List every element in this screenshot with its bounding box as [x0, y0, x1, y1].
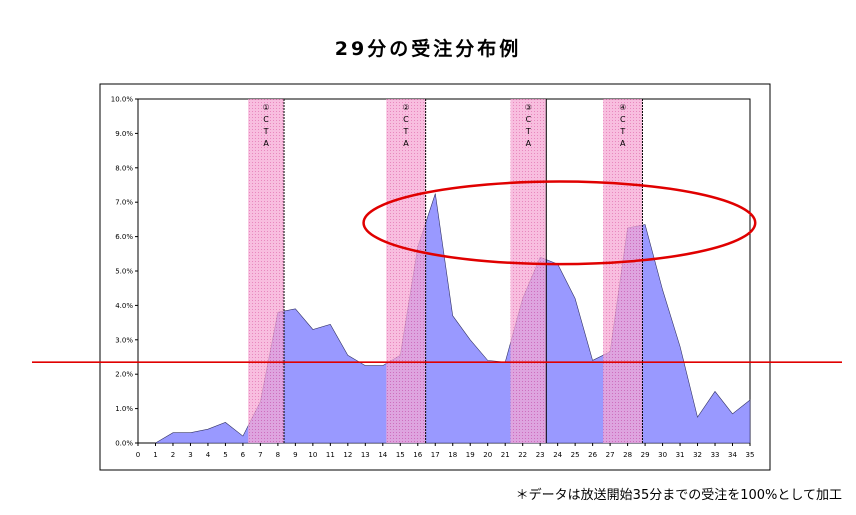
x-tick-label: 26	[588, 451, 597, 459]
cta-band-3	[510, 99, 547, 443]
x-tick-label: 1	[153, 451, 157, 459]
cta-band-letter-4-1: C	[620, 115, 626, 124]
x-tick-label: 34	[728, 451, 737, 459]
x-tick-label: 19	[466, 451, 475, 459]
cta-band-number-4: ④	[619, 103, 626, 112]
y-tick-label: 0.0%	[115, 440, 133, 448]
y-axis: 0.0% 1.0% 2.0% 3.0% 4.0% 5.0% 6.0% 7.0% 8.0% 9.0%…	[111, 96, 138, 448]
x-tick-label: 21	[501, 451, 510, 459]
cta-band-4	[603, 99, 643, 443]
x-tick-label: 32	[693, 451, 702, 459]
cta-band-number-1: ①	[262, 103, 269, 112]
y-tick-label: 9.0%	[115, 130, 133, 138]
y-tick-label: 7.0%	[115, 199, 133, 207]
cta-band-letter-3-2: T	[525, 127, 531, 136]
x-tick-label: 0	[136, 451, 140, 459]
x-tick-label: 25	[571, 451, 580, 459]
cta-band-letter-2-2: T	[403, 127, 409, 136]
x-tick-label: 27	[606, 451, 615, 459]
cta-band-1	[248, 99, 285, 443]
x-tick-label: 13	[361, 451, 370, 459]
cta-band-letter-3-3: A	[526, 139, 532, 148]
y-tick-label: 8.0%	[115, 164, 133, 172]
x-tick-label: 22	[518, 451, 527, 459]
x-tick-label: 20	[483, 451, 492, 459]
x-tick-label: 9	[293, 451, 297, 459]
x-axis: 0 1 2 3 4 5 6 7 8 9 10 11 12 13 14 15 16 17 18 19 20 21 22 23 24…	[136, 443, 755, 459]
cta-band-letter-4-3: A	[620, 139, 626, 148]
x-tick-label: 16	[413, 451, 422, 459]
x-tick-label: 11	[326, 451, 335, 459]
x-tick-label: 31	[676, 451, 685, 459]
cta-band-2	[386, 99, 426, 443]
y-tick-label: 10.0%	[111, 96, 134, 104]
x-tick-label: 28	[623, 451, 632, 459]
highlight-ellipse	[362, 180, 757, 266]
y-tick-label: 6.0%	[115, 233, 133, 241]
y-tick-label: 3.0%	[115, 336, 133, 344]
x-tick-label: 29	[641, 451, 650, 459]
x-tick-label: 7	[258, 451, 262, 459]
y-tick-label: 4.0%	[115, 302, 133, 310]
x-tick-label: 17	[431, 451, 440, 459]
footnote: ＊データは放送開始35分までの受注を100%として加工	[515, 488, 842, 503]
cta-band-letter-4-2: T	[619, 127, 625, 136]
y-tick-label: 2.0%	[115, 371, 133, 379]
x-tick-label: 2	[171, 451, 175, 459]
x-tick-label: 6	[241, 451, 246, 459]
x-tick-label: 3	[188, 451, 192, 459]
cta-band-letter-1-3: A	[263, 139, 269, 148]
cta-band-letter-3-1: C	[526, 115, 532, 124]
x-tick-label: 35	[746, 451, 755, 459]
cta-band-letter-2-3: A	[403, 139, 409, 148]
x-tick-label: 30	[658, 451, 667, 459]
x-tick-label: 12	[343, 451, 352, 459]
x-tick-label: 24	[553, 451, 562, 459]
x-tick-label: 10	[308, 451, 317, 459]
cta-band-letter-1-2: T	[263, 127, 269, 136]
series-area	[155, 193, 751, 444]
x-tick-label: 5	[223, 451, 227, 459]
y-tick-label: 5.0%	[115, 268, 133, 276]
cta-band-number-3: ③	[525, 103, 532, 112]
x-tick-label: 33	[711, 451, 720, 459]
cta-band-letter-1-1: C	[263, 115, 269, 124]
cta-bands	[248, 99, 643, 443]
cta-band-letter-2-1: C	[403, 115, 409, 124]
x-tick-label: 8	[276, 451, 280, 459]
cta-band-number-2: ②	[402, 103, 409, 112]
page-title: 29分の受注分布例	[334, 38, 522, 60]
y-tick-label: 1.0%	[115, 405, 133, 413]
x-tick-label: 15	[396, 451, 405, 459]
x-tick-label: 14	[378, 451, 387, 459]
x-tick-label: 4	[206, 451, 211, 459]
x-tick-label: 23	[536, 451, 545, 459]
x-tick-label: 18	[448, 451, 457, 459]
